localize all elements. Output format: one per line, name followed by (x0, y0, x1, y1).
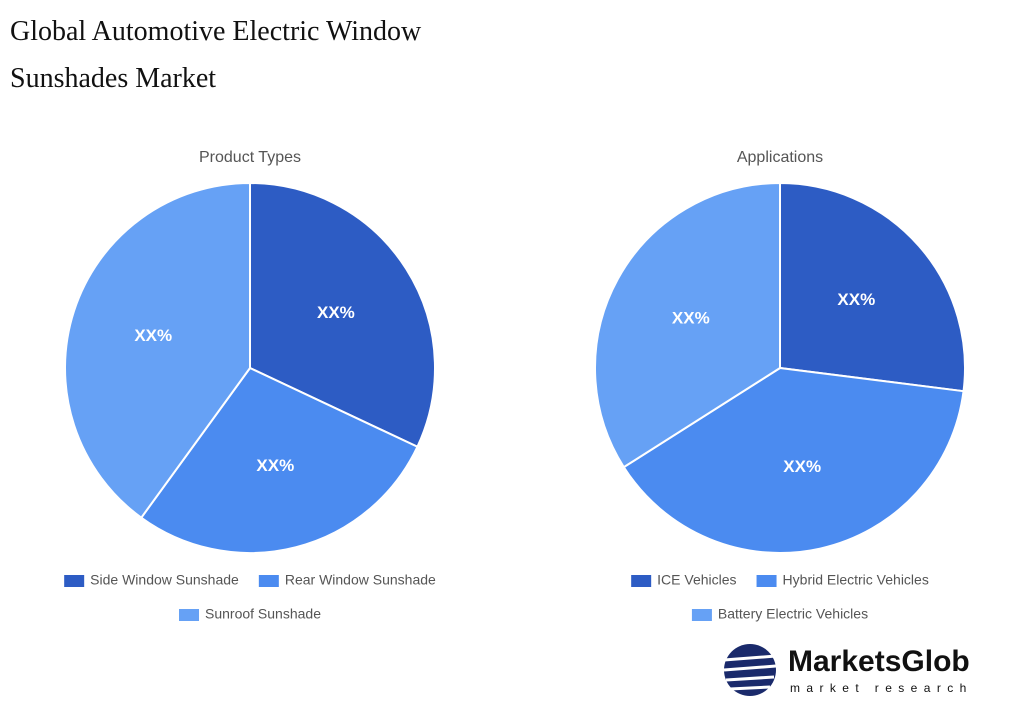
title-line: Global Automotive Electric Window (10, 16, 422, 47)
data-label: XX% (783, 457, 821, 476)
legend-swatch (179, 609, 200, 621)
logo-name: MarketsGlob (788, 645, 970, 678)
pie-slice (139, 366, 419, 554)
legend-item: Battery Electric Vehicles (691, 606, 868, 622)
legend-label: Side Window Sunshade (90, 572, 239, 588)
data-label: XX% (672, 308, 710, 327)
pie-slice (779, 181, 966, 393)
chart-title: Applications (737, 149, 823, 166)
data-label: XX% (837, 290, 875, 309)
legend-label: Sunroof Sunshade (205, 606, 321, 622)
legend-swatch (258, 575, 279, 587)
legend-swatch (64, 575, 85, 587)
pie-slice (594, 181, 781, 469)
legend-item: ICE Vehicles (631, 572, 737, 588)
data-label: XX% (256, 456, 294, 475)
title-line: Sunshades Market (10, 63, 216, 94)
data-label: XX% (134, 326, 172, 345)
legend-label: Hybrid Electric Vehicles (783, 572, 929, 588)
data-label: XX% (317, 303, 355, 322)
logo-stripes (723, 654, 777, 691)
legend-swatch (756, 575, 777, 587)
legend-swatch (691, 609, 712, 621)
legend-item: Sunroof Sunshade (179, 606, 321, 622)
legend-label: Rear Window Sunshade (285, 572, 436, 588)
legend-item: Hybrid Electric Vehicles (756, 572, 929, 588)
legend-swatch (631, 575, 652, 587)
legend-item: Rear Window Sunshade (258, 572, 436, 588)
logo-tagline: market research (790, 681, 973, 695)
legend-label: ICE Vehicles (657, 572, 736, 588)
pie-slice (64, 181, 251, 520)
logo: MarketsGlob market research (723, 644, 973, 696)
legend-item: Side Window Sunshade (64, 572, 239, 588)
chart-title: Product Types (199, 149, 301, 166)
legend-label: Battery Electric Vehicles (718, 606, 868, 622)
pie-slice (249, 181, 436, 449)
page-title: Global Automotive Electric Window Sunshad… (10, 16, 422, 94)
